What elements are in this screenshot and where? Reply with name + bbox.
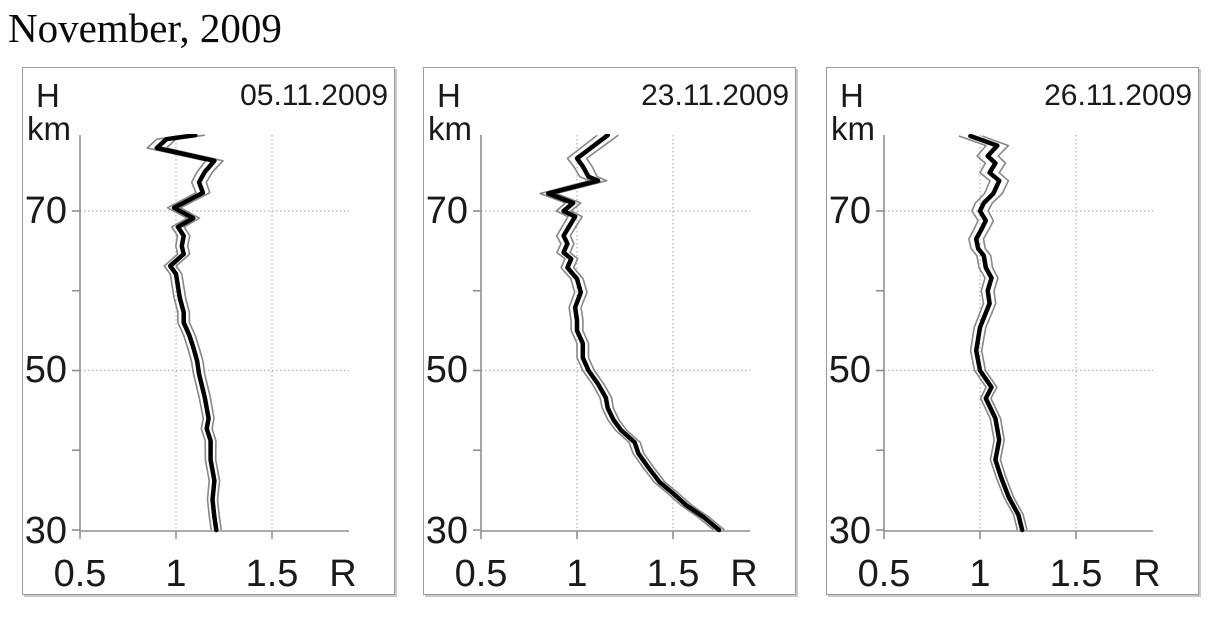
y-tick-label-70: 70 (24, 190, 67, 232)
x-axis-symbol: R (730, 553, 758, 595)
x-tick-label-1.5: 1.5 (245, 553, 299, 595)
x-tick-label-0.5: 0.5 (857, 553, 911, 595)
y-tick-label-50: 50 (24, 349, 67, 391)
chart-panel-2: H km 23.11.2009 70 50 30 0.5 1 1.5 R (423, 67, 796, 595)
x-tick-label-1: 1 (165, 553, 187, 595)
x-axis-symbol: R (329, 553, 357, 595)
y-tick-label-30: 30 (828, 510, 871, 552)
chart-panel-1: H km 05.11.2009 70 50 30 0.5 1 1.5 R (22, 67, 395, 595)
y-tick-label-70: 70 (425, 190, 468, 232)
x-tick-label-0.5: 0.5 (53, 553, 107, 595)
panel-date: 23.11.2009 (641, 79, 789, 112)
x-tick-label-1.5: 1.5 (1049, 553, 1103, 595)
x-tick-label-1: 1 (969, 553, 991, 595)
y-tick-label-50: 50 (425, 349, 468, 391)
y-tick-label-30: 30 (24, 510, 67, 552)
x-axis-symbol: R (1133, 553, 1161, 595)
y-axis-unit: km (27, 110, 71, 147)
chart-panel-3: H km 26.11.2009 70 50 30 0.5 1 1.5 R (826, 67, 1199, 595)
panel-date: 05.11.2009 (240, 79, 388, 112)
y-axis-symbol: H (36, 77, 60, 114)
profile-plot-3 (876, 134, 1153, 539)
y-axis-unit: km (831, 110, 875, 147)
profile-plot-2 (473, 134, 750, 539)
profile-plot-1 (72, 134, 349, 539)
x-tick-label-1.5: 1.5 (646, 553, 700, 595)
y-tick-label-30: 30 (425, 510, 468, 552)
x-tick-label-1: 1 (566, 553, 588, 595)
y-tick-label-50: 50 (828, 349, 871, 391)
y-axis-symbol: H (437, 77, 461, 114)
y-axis-symbol: H (840, 77, 864, 114)
panel-date: 26.11.2009 (1044, 79, 1192, 112)
y-tick-label-70: 70 (828, 190, 871, 232)
figure-title: November, 2009 (8, 5, 282, 51)
y-axis-unit: km (428, 110, 472, 147)
x-tick-label-0.5: 0.5 (454, 553, 508, 595)
